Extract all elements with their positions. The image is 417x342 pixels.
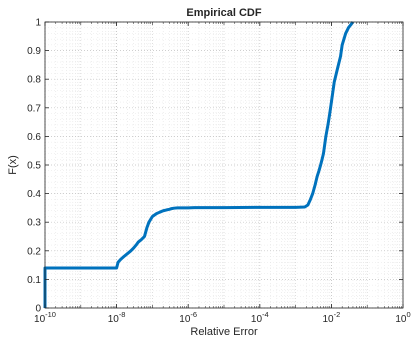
x-tick-label: 10-2 — [323, 310, 341, 325]
y-tick-label: 0.9 — [27, 46, 41, 57]
y-axis-label: F(x) — [7, 155, 19, 175]
y-tick-label: 0.7 — [27, 103, 41, 114]
y-tick-label: 0.3 — [27, 218, 41, 229]
y-tick-label: 0.8 — [27, 75, 41, 86]
y-tick-label: 0.4 — [27, 189, 41, 200]
plot-area — [45, 22, 403, 308]
y-tick-label: 1 — [35, 18, 41, 29]
tick-marks — [44, 21, 404, 309]
x-axis-label: Relative Error — [190, 326, 258, 338]
y-tick-label: 0 — [35, 304, 41, 315]
x-tick-label: 10-10 — [34, 310, 56, 325]
series-layer — [43, 21, 355, 308]
x-tick-labels: 10-10 10-8 10-6 10-4 10-2 100 — [34, 310, 411, 325]
x-tick-label: 10-6 — [179, 310, 197, 325]
y-tick-label: 0.5 — [27, 161, 41, 172]
y-tick-label: 0.6 — [27, 132, 41, 143]
x-tick-label: 10-4 — [251, 310, 269, 325]
x-tick-label: 10-8 — [108, 310, 126, 325]
y-tick-label: 0.2 — [27, 246, 41, 257]
y-tick-labels: 0 0.1 0.2 0.3 0.4 0.5 0.6 0.7 0.8 0.9 1 — [27, 18, 41, 315]
chart-title: Empirical CDF — [186, 7, 261, 19]
cdf-series-line — [43, 21, 355, 308]
x-tick-label: 100 — [395, 310, 410, 325]
y-tick-label: 0.1 — [27, 275, 41, 286]
